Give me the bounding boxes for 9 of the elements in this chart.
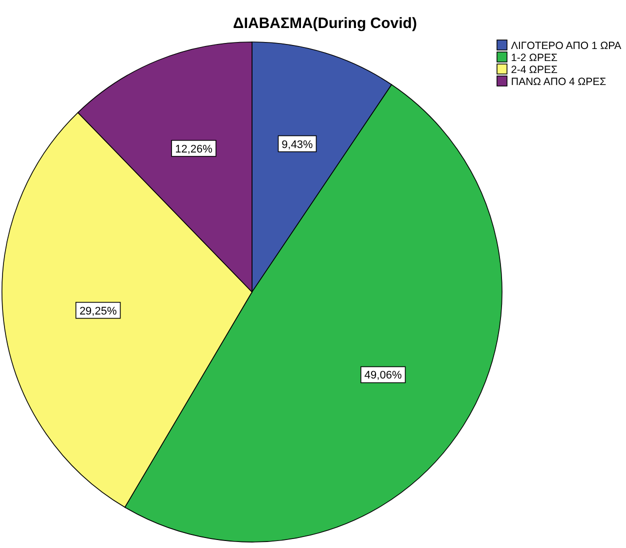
legend-label: ΠΑΝΩ ΑΠΟ 4 ΩΡΕΣ	[511, 76, 607, 88]
legend-label: ΛΙΓΟΤΕΡΟ ΑΠΟ 1 ΩΡΑ	[511, 40, 622, 52]
data-label: 12,26%	[175, 143, 213, 156]
chart-title: ΔΙΑΒΑΣΜΑ(During Covid)	[233, 15, 417, 32]
legend-label: 2-4 ΩΡΕΣ	[511, 64, 558, 76]
data-label: 9,43%	[282, 138, 314, 151]
legend-label: 1-2 ΩΡΕΣ	[511, 52, 558, 64]
data-label: 49,06%	[364, 370, 402, 382]
data-label: 29,25%	[79, 305, 117, 318]
